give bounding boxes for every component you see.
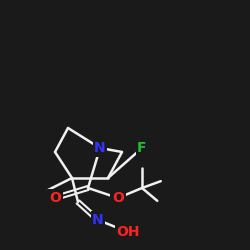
- Text: O: O: [112, 191, 124, 205]
- Text: N: N: [92, 213, 104, 227]
- Text: O: O: [49, 191, 61, 205]
- Text: N: N: [94, 141, 106, 155]
- Text: F: F: [137, 141, 147, 155]
- Text: OH: OH: [116, 225, 140, 239]
